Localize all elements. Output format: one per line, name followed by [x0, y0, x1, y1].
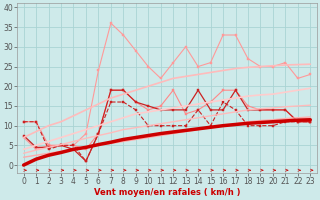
X-axis label: Vent moyen/en rafales ( km/h ): Vent moyen/en rafales ( km/h ): [94, 188, 240, 197]
